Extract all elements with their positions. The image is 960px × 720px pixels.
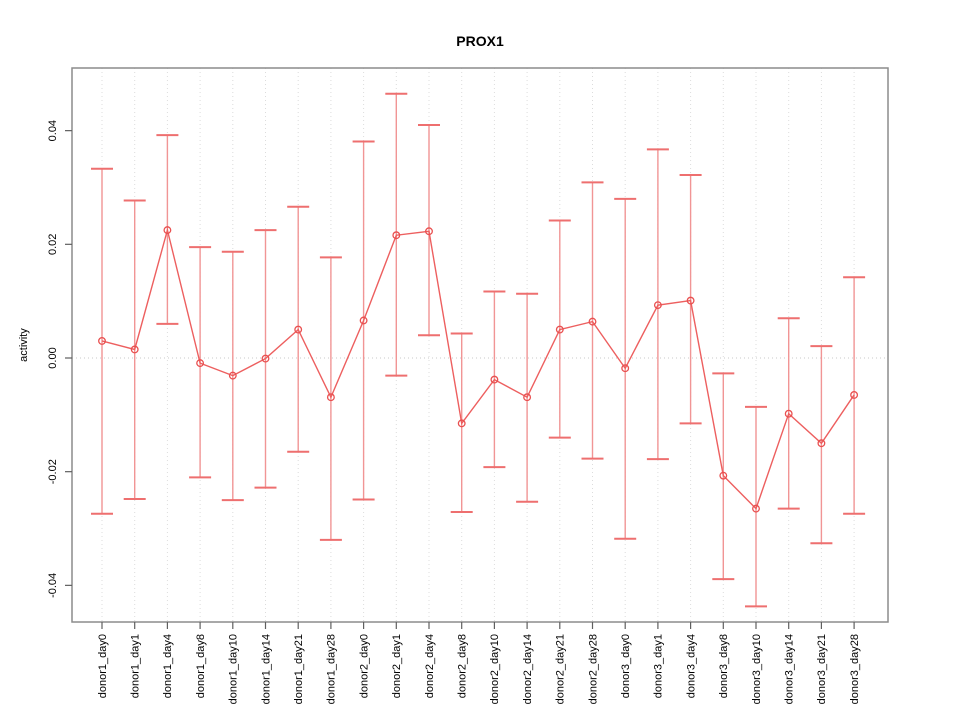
x-tick-label-donor2_day0: donor2_day0	[358, 634, 370, 698]
x-tick-label-donor1_day10: donor1_day10	[228, 634, 240, 704]
y-tick-label--0.04: -0.04	[47, 573, 59, 598]
x-tick-label-donor1_day21: donor1_day21	[293, 634, 305, 704]
y-tick-label-0.00: 0.00	[47, 347, 59, 368]
plot-border	[71, 67, 889, 623]
x-tick-label-donor2_day14: donor2_day14	[522, 634, 534, 704]
data-point-donor3_day21	[817, 439, 826, 448]
x-tick-label-donor3_day21: donor3_day21	[816, 634, 828, 704]
chart-title: PROX1	[456, 33, 504, 49]
data-point-donor2_day21	[555, 325, 564, 334]
x-tick-label-donor1_day1: donor1_day1	[130, 634, 142, 698]
data-point-donor1_day10	[228, 371, 237, 380]
x-tick-label-donor1_day28: donor1_day28	[326, 634, 338, 704]
data-point-donor2_day28	[588, 317, 597, 326]
x-tick-label-donor2_day4: donor2_day4	[424, 634, 436, 698]
x-tick-label-donor3_day10: donor3_day10	[751, 634, 763, 704]
y-tick-label-0.02: 0.02	[47, 234, 59, 255]
x-tick-label-donor2_day1: donor2_day1	[391, 634, 403, 698]
data-point-donor2_day0	[359, 316, 368, 325]
x-tick-label-donor2_day28: donor2_day28	[587, 634, 599, 704]
data-point-donor2_day8	[457, 419, 466, 428]
x-tick-label-donor2_day21: donor2_day21	[555, 634, 567, 704]
data-point-donor2_day14	[523, 393, 532, 402]
data-point-donor3_day4	[686, 296, 695, 305]
x-tick-label-donor3_day14: donor3_day14	[784, 634, 796, 704]
data-point-donor3_day0	[621, 364, 630, 373]
data-point-donor2_day1	[392, 231, 401, 240]
x-tick-label-donor2_day8: donor2_day8	[457, 634, 469, 698]
data-point-donor2_day10	[490, 375, 499, 384]
data-point-donor1_day21	[294, 325, 303, 334]
y-tick-label-0.04: 0.04	[47, 120, 59, 141]
data-point-donor1_day1	[130, 345, 139, 354]
data-point-donor1_day14	[261, 354, 270, 363]
y-tick-label--0.02: -0.02	[47, 459, 59, 484]
x-tick-label-donor3_day0: donor3_day0	[620, 634, 632, 698]
data-point-donor3_day14	[784, 409, 793, 418]
x-tick-label-donor3_day8: donor3_day8	[718, 634, 730, 698]
data-point-donor2_day4	[425, 227, 433, 236]
data-point-donor3_day8	[719, 471, 728, 480]
x-tick-label-donor3_day4: donor3_day4	[685, 634, 697, 698]
data-point-donor3_day10	[752, 504, 760, 513]
data-point-donor3_day1	[653, 301, 662, 310]
data-point-donor1_day4	[163, 226, 172, 235]
x-tick-label-donor3_day1: donor3_day1	[653, 634, 665, 698]
x-tick-label-donor1_day0: donor1_day0	[97, 634, 109, 698]
data-point-donor1_day0	[98, 336, 106, 345]
data-point-donor3_day28	[850, 390, 859, 399]
data-point-donor1_day28	[326, 393, 335, 402]
y-axis-label: activity	[18, 328, 30, 362]
x-tick-label-donor1_day8: donor1_day8	[195, 634, 207, 698]
x-tick-label-donor2_day10: donor2_day10	[489, 634, 501, 704]
data-point-donor1_day8	[196, 359, 205, 368]
x-tick-label-donor1_day4: donor1_day4	[162, 634, 174, 698]
x-tick-label-donor1_day14: donor1_day14	[260, 634, 272, 704]
series-line-activity	[101, 227, 855, 510]
x-tick-label-donor3_day28: donor3_day28	[849, 634, 861, 704]
